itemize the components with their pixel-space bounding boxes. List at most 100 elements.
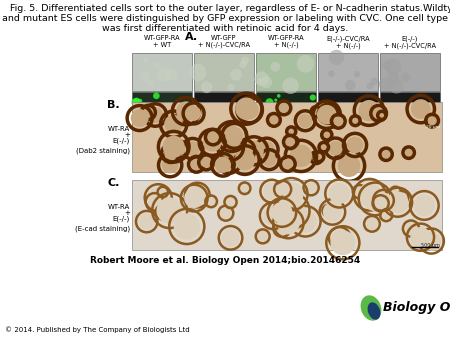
Circle shape [241,56,249,65]
Circle shape [225,127,243,145]
Circle shape [345,80,356,91]
Circle shape [355,187,365,197]
Circle shape [148,195,161,209]
Circle shape [291,138,297,144]
Circle shape [305,114,312,121]
Bar [132,102,442,172]
Circle shape [221,138,240,157]
Circle shape [313,108,320,115]
Circle shape [174,143,185,155]
Ellipse shape [368,302,380,320]
Bar [256,92,316,130]
Circle shape [376,193,391,208]
Bar [132,92,192,130]
Text: 20 μm: 20 μm [426,125,440,129]
Circle shape [270,62,280,72]
Text: E(-/-)-CVC/RA
+ N(-/-): E(-/-)-CVC/RA + N(-/-) [326,35,370,49]
Circle shape [317,105,337,124]
Circle shape [201,157,212,168]
Circle shape [329,50,344,65]
Circle shape [279,182,303,206]
Circle shape [133,98,140,105]
Circle shape [332,230,348,246]
Circle shape [164,147,177,160]
Circle shape [226,197,235,207]
Circle shape [244,141,264,161]
Circle shape [422,232,441,250]
Circle shape [254,71,269,86]
Circle shape [221,126,243,147]
Circle shape [324,206,332,215]
Circle shape [259,141,275,158]
Circle shape [288,107,296,115]
Circle shape [263,206,283,226]
Circle shape [294,210,317,233]
Circle shape [297,55,315,73]
Circle shape [379,78,392,91]
Text: C.: C. [108,178,120,188]
Circle shape [227,83,235,91]
Text: WT-GFP-RA
+ N(-/-): WT-GFP-RA + N(-/-) [268,35,304,48]
Circle shape [366,218,378,230]
Circle shape [382,61,392,70]
Text: E(-/-): E(-/-) [113,216,130,222]
Circle shape [157,207,168,218]
Circle shape [279,103,289,113]
Circle shape [382,211,391,220]
Circle shape [146,121,156,130]
Circle shape [176,115,184,122]
Circle shape [279,122,288,131]
Circle shape [139,214,155,230]
Circle shape [398,193,407,201]
Text: WT-RA: WT-RA [108,204,130,210]
Circle shape [315,153,323,160]
Circle shape [358,183,381,207]
Circle shape [346,137,363,153]
Circle shape [138,99,142,103]
Bar [318,92,378,130]
Circle shape [390,79,404,94]
Circle shape [410,227,431,247]
Circle shape [277,94,280,98]
Circle shape [207,132,219,143]
Circle shape [154,62,161,68]
Text: +: + [124,210,130,216]
Circle shape [222,229,239,247]
Bar [132,53,192,91]
Circle shape [414,195,435,216]
Circle shape [157,68,171,82]
Circle shape [338,154,360,177]
Circle shape [234,150,255,170]
Circle shape [269,115,279,124]
Circle shape [237,143,252,158]
Circle shape [374,197,387,209]
Circle shape [165,68,178,81]
Text: +: + [124,132,130,138]
Circle shape [239,61,247,68]
Circle shape [323,131,330,139]
Text: 500 μm: 500 μm [421,243,440,248]
Circle shape [330,231,355,255]
Circle shape [278,197,305,224]
Circle shape [288,211,298,220]
Circle shape [148,80,155,87]
Circle shape [282,77,299,94]
Circle shape [176,101,196,121]
Circle shape [262,152,276,167]
Circle shape [186,106,201,121]
Text: WT-GFP
+ N(-/-)-CVC/RA: WT-GFP + N(-/-)-CVC/RA [198,35,250,48]
Text: WT-RA: WT-RA [108,126,130,132]
Circle shape [220,208,231,219]
Bar [318,53,378,91]
Circle shape [379,113,385,118]
Circle shape [329,183,350,204]
Text: E(-/-)
+ N(-/-)-CVC/RA: E(-/-) + N(-/-)-CVC/RA [384,35,436,49]
Circle shape [387,191,409,213]
Circle shape [184,188,204,208]
Circle shape [235,97,257,120]
Circle shape [163,136,185,158]
Bar [380,92,440,130]
Circle shape [174,213,200,240]
Circle shape [185,141,200,156]
Circle shape [288,128,294,135]
